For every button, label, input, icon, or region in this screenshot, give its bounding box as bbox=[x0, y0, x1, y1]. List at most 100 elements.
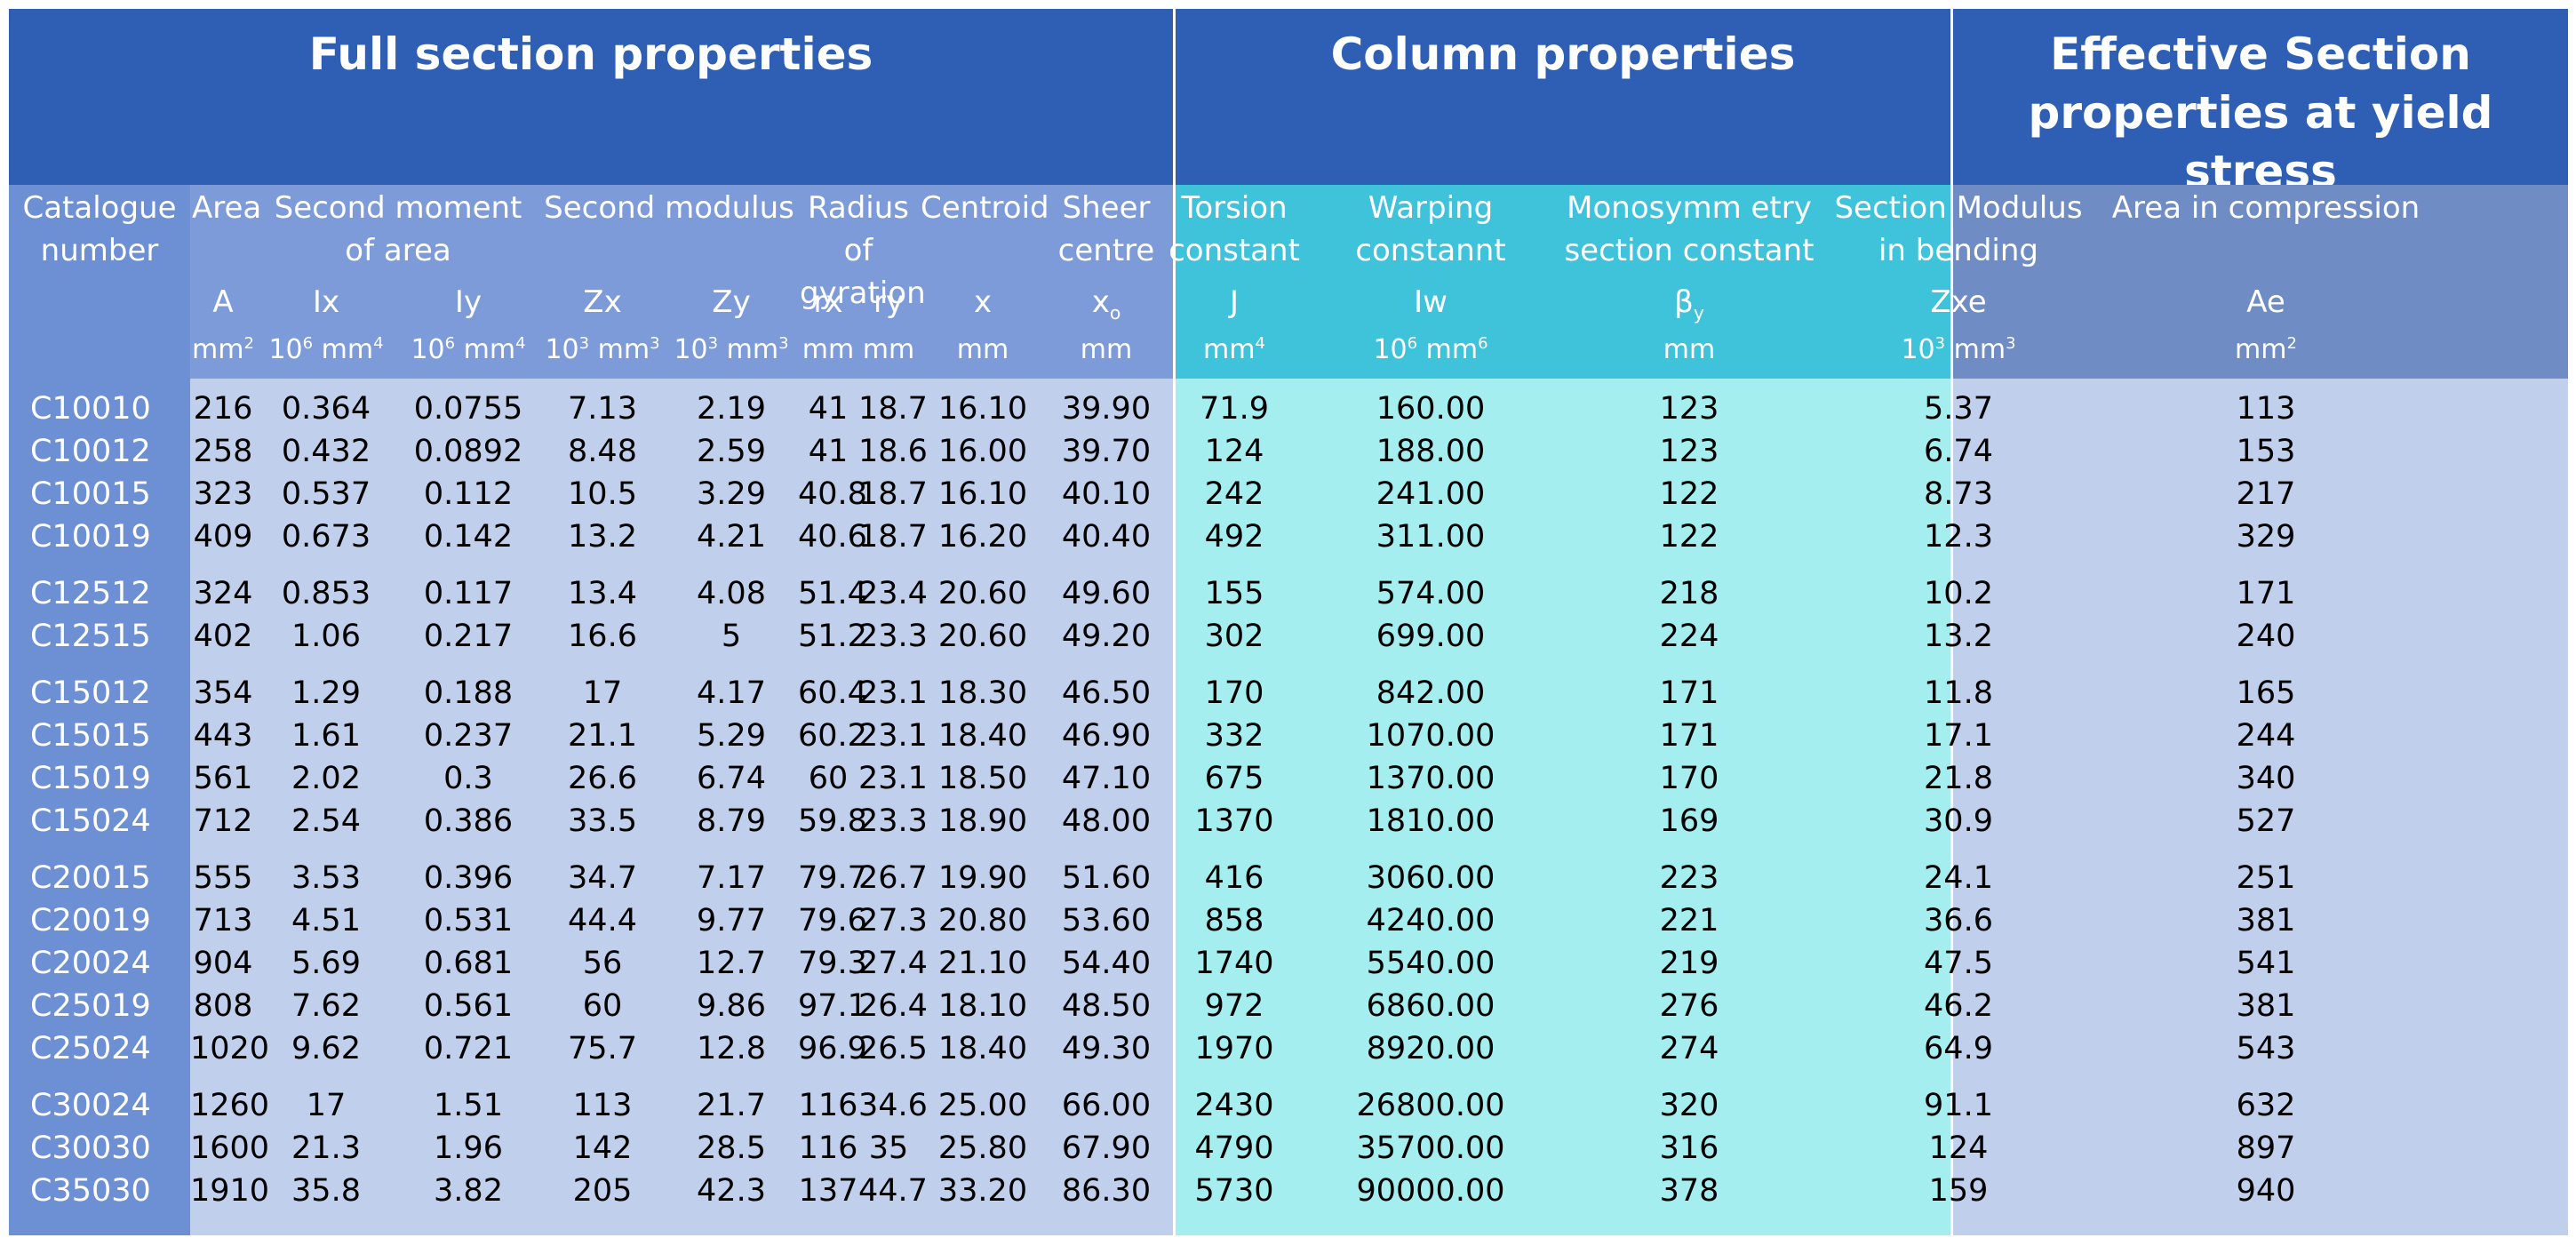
table-cell: 40.6 bbox=[798, 519, 867, 555]
table-cell: 1.51 bbox=[434, 1088, 503, 1123]
table-cell: 47.5 bbox=[1924, 946, 1993, 981]
table-cell: 13.4 bbox=[568, 576, 637, 611]
table-cell: 0.112 bbox=[423, 476, 514, 512]
table-cell: 8920.00 bbox=[1366, 1031, 1495, 1066]
body-bg-column bbox=[1176, 379, 1950, 1235]
table-cell: 113 bbox=[572, 1088, 633, 1123]
table-cell: 42.3 bbox=[697, 1173, 766, 1209]
column-header-label: Centroid bbox=[921, 190, 1049, 226]
table-cell: 20.60 bbox=[937, 619, 1028, 654]
table-cell: 2.02 bbox=[291, 761, 361, 796]
catalogue-number: C30024 bbox=[30, 1088, 151, 1123]
table-cell: 49.30 bbox=[1061, 1031, 1152, 1066]
table-cell: 59.8 bbox=[798, 803, 867, 839]
header-bg-full bbox=[190, 185, 1173, 379]
table-cell: 1.06 bbox=[291, 619, 361, 654]
table-cell: 0.117 bbox=[423, 576, 514, 611]
table-cell: 381 bbox=[2236, 903, 2296, 938]
catalogue-number: C10015 bbox=[30, 476, 151, 512]
table-cell: 21.3 bbox=[291, 1130, 361, 1166]
catalogue-number: C30030 bbox=[30, 1130, 151, 1166]
table-cell: 1810.00 bbox=[1366, 803, 1495, 839]
table-cell: 171 bbox=[1659, 675, 1719, 711]
table-cell: 13.2 bbox=[1924, 619, 1993, 654]
catalogue-number: C12512 bbox=[30, 576, 151, 611]
table-cell: 53.60 bbox=[1061, 903, 1152, 938]
table-cell: 16.10 bbox=[937, 476, 1028, 512]
table-cell: 8.79 bbox=[697, 803, 766, 839]
table-cell: 2.59 bbox=[697, 434, 766, 469]
column-unit: mm bbox=[862, 334, 915, 365]
table-cell: 416 bbox=[1204, 860, 1264, 896]
table-cell: 36.6 bbox=[1924, 903, 1993, 938]
table-cell: 46.90 bbox=[1061, 718, 1152, 754]
table-cell: 7.17 bbox=[697, 860, 766, 896]
header-bg-effective bbox=[1953, 185, 2568, 379]
table-cell: 27.3 bbox=[858, 903, 928, 938]
table-cell: 41 bbox=[808, 391, 849, 427]
table-cell: 23.4 bbox=[858, 576, 928, 611]
table-cell: 60 bbox=[582, 988, 623, 1024]
column-unit: 103 mm3 bbox=[674, 334, 789, 365]
table-cell: 10.5 bbox=[568, 476, 637, 512]
table-cell: 26.5 bbox=[858, 1031, 928, 1066]
table-cell: 541 bbox=[2236, 946, 2296, 981]
table-cell: 49.60 bbox=[1061, 576, 1152, 611]
table-cell: 4.08 bbox=[697, 576, 766, 611]
table-cell: 0.853 bbox=[281, 576, 371, 611]
table-cell: 4.51 bbox=[291, 903, 361, 938]
table-cell: 205 bbox=[572, 1173, 633, 1209]
table-cell: 1260 bbox=[190, 1088, 270, 1123]
catalogue-number: C10019 bbox=[30, 519, 151, 555]
column-unit: 106 mm4 bbox=[411, 334, 526, 365]
column-header-label: Warping constannt bbox=[1355, 190, 1506, 268]
column-unit: mm bbox=[802, 334, 855, 365]
table-cell: 381 bbox=[2236, 988, 2296, 1024]
table-cell: 21.8 bbox=[1924, 761, 1993, 796]
table-cell: 116 bbox=[798, 1130, 858, 1166]
table-cell: 251 bbox=[2236, 860, 2296, 896]
table-cell: 39.70 bbox=[1061, 434, 1152, 469]
catalogue-number: C10012 bbox=[30, 434, 151, 469]
catalogue-number: C10010 bbox=[30, 391, 151, 427]
table-cell: 12.7 bbox=[697, 946, 766, 981]
catalogue-number: C35030 bbox=[30, 1173, 151, 1209]
table-cell: 16.20 bbox=[937, 519, 1028, 555]
table-cell: 0.3 bbox=[443, 761, 493, 796]
table-cell: 51.60 bbox=[1061, 860, 1152, 896]
table-cell: 40.10 bbox=[1061, 476, 1152, 512]
table-cell: 51.2 bbox=[798, 619, 867, 654]
catalogue-number: C20019 bbox=[30, 903, 151, 938]
table-cell: 54.40 bbox=[1061, 946, 1152, 981]
table-cell: 25.80 bbox=[937, 1130, 1028, 1166]
table-cell: 3.82 bbox=[434, 1173, 503, 1209]
table-cell: 5540.00 bbox=[1366, 946, 1495, 981]
table-cell: 64.9 bbox=[1924, 1031, 1993, 1066]
table-cell: 1.96 bbox=[434, 1130, 503, 1166]
table-cell: 6.74 bbox=[1924, 434, 1993, 469]
table-cell: 4.21 bbox=[697, 519, 766, 555]
header-bg-catalogue bbox=[9, 185, 190, 379]
table-cell: 0.188 bbox=[423, 675, 514, 711]
table-cell: 4240.00 bbox=[1366, 903, 1495, 938]
table-cell: 96.9 bbox=[798, 1031, 867, 1066]
table-cell: 0.0892 bbox=[413, 434, 523, 469]
table-cell: 258 bbox=[193, 434, 253, 469]
table-cell: 897 bbox=[2236, 1130, 2296, 1166]
table-cell: 79.7 bbox=[798, 860, 867, 896]
table-cell: 354 bbox=[193, 675, 253, 711]
table-cell: 23.3 bbox=[858, 619, 928, 654]
table-cell: 3.29 bbox=[697, 476, 766, 512]
catalogue-number: C25019 bbox=[30, 988, 151, 1024]
table-cell: 49.20 bbox=[1061, 619, 1152, 654]
table-cell: 25.00 bbox=[937, 1088, 1028, 1123]
table-cell: 1.29 bbox=[291, 675, 361, 711]
table-cell: 19.90 bbox=[937, 860, 1028, 896]
table-cell: 27.4 bbox=[858, 946, 928, 981]
table-cell: 332 bbox=[1204, 718, 1264, 754]
table-cell: 56 bbox=[582, 946, 623, 981]
column-header-label: Second modulus bbox=[544, 190, 794, 226]
table-cell: 67.90 bbox=[1061, 1130, 1152, 1166]
table-cell: 34.6 bbox=[858, 1088, 928, 1123]
table-cell: 159 bbox=[1928, 1173, 1989, 1209]
